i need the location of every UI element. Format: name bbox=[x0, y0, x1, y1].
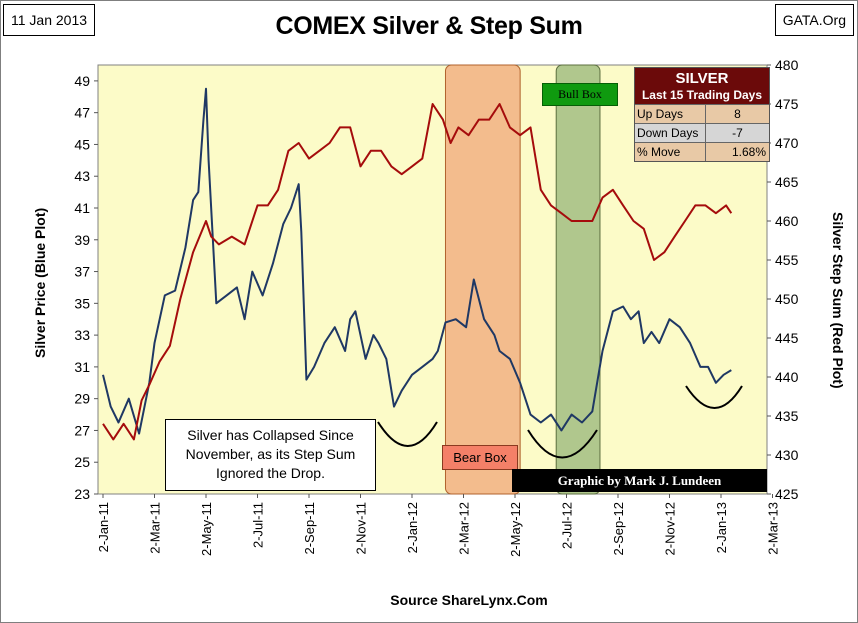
step-sum-line bbox=[102, 103, 733, 441]
x-tick-label: 2-Sep-12 bbox=[611, 502, 626, 555]
stats-row-value: 8 bbox=[734, 107, 741, 121]
shaded-region bbox=[444, 64, 521, 495]
stats-row-value: 1.68% bbox=[731, 145, 766, 159]
x-tick-label: 2-Mar-12 bbox=[457, 502, 472, 555]
y-left-tick-label: 25 bbox=[74, 454, 90, 470]
silver-price-line bbox=[102, 87, 732, 435]
y-left-tick-label: 47 bbox=[74, 105, 90, 121]
y-left-tick-label: 49 bbox=[74, 73, 90, 89]
y-left-tick-label: 39 bbox=[74, 232, 90, 248]
y-right-tick-label: 480 bbox=[775, 57, 799, 73]
y-right-tick-label: 440 bbox=[775, 369, 799, 385]
y-right-tick-label: 450 bbox=[775, 291, 799, 307]
x-tick-label: 2-May-12 bbox=[508, 502, 523, 557]
stats-title: SILVER bbox=[635, 68, 769, 87]
stats-row-down: Down Days -7 bbox=[635, 123, 769, 142]
x-tick-label: 2-Mar-11 bbox=[148, 502, 163, 554]
stats-row-label: Up Days bbox=[635, 105, 706, 123]
y-right-tick-label: 445 bbox=[775, 330, 799, 346]
y-right-tick-label: 455 bbox=[775, 252, 799, 268]
trough-arc-3 bbox=[685, 385, 743, 409]
stats-table: SILVER Last 15 Trading Days Up Days 8 Do… bbox=[634, 67, 770, 162]
y-right-tick-label: 430 bbox=[775, 447, 799, 463]
x-tick-label: 2-Nov-11 bbox=[354, 502, 369, 555]
y-right-tick-label: 465 bbox=[775, 174, 799, 190]
x-tick-label: 2-Jan-11 bbox=[96, 502, 111, 552]
x-tick-label: 2-Mar-13 bbox=[766, 502, 781, 555]
shaded-region bbox=[555, 64, 601, 495]
y-left-tick-label: 23 bbox=[74, 486, 90, 502]
x-tick-label: 2-Jul-12 bbox=[560, 502, 575, 549]
y-left-tick-label: 43 bbox=[74, 168, 90, 184]
stats-row-move: % Move 1.68% bbox=[635, 142, 769, 161]
trough-arc-1 bbox=[377, 421, 438, 447]
stats-subtitle: Last 15 Trading Days bbox=[635, 87, 769, 104]
bull-box-label: Bull Box bbox=[542, 83, 618, 106]
x-tick-label: 2-Nov-12 bbox=[663, 502, 678, 555]
bear-box-label: Bear Box bbox=[442, 445, 518, 470]
site-label: GATA.Org bbox=[774, 4, 854, 36]
trough-arc-2 bbox=[527, 429, 598, 459]
y-left-tick-label: 31 bbox=[74, 359, 90, 375]
y-left-tick-label: 37 bbox=[74, 264, 90, 280]
y-left-tick-label: 45 bbox=[74, 136, 90, 152]
y-left-tick-label: 35 bbox=[74, 295, 90, 311]
y-axis-right-label: Silver Step Sum (Red Plot) bbox=[830, 212, 846, 389]
x-tick-label: 2-Sep-11 bbox=[302, 502, 317, 555]
x-tick-label: 2-Jan-12 bbox=[405, 502, 420, 553]
stats-row-value: -7 bbox=[732, 126, 743, 140]
stats-row-up: Up Days 8 bbox=[635, 104, 769, 123]
y-right-tick-label: 470 bbox=[775, 135, 799, 151]
y-right-tick-label: 425 bbox=[775, 486, 799, 502]
source-label: Source ShareLynx.Com bbox=[390, 592, 548, 608]
stats-row-label: Down Days bbox=[635, 124, 706, 142]
chart-title: COMEX Silver & Step Sum bbox=[275, 12, 583, 40]
x-tick-label: 2-Jul-11 bbox=[251, 502, 266, 548]
y-right-tick-label: 435 bbox=[775, 408, 799, 424]
y-left-tick-label: 33 bbox=[74, 327, 90, 343]
x-tick-label: 2-Jan-13 bbox=[714, 502, 729, 553]
x-tick-label: 2-May-11 bbox=[199, 502, 214, 556]
stats-row-label: % Move bbox=[635, 143, 706, 161]
y-left-tick-label: 29 bbox=[74, 391, 90, 407]
annotation-note: Silver has Collapsed Since November, as … bbox=[165, 419, 376, 491]
credit-label: Graphic by Mark J. Lundeen bbox=[512, 469, 767, 492]
y-right-tick-label: 460 bbox=[775, 213, 799, 229]
y-left-tick-label: 41 bbox=[74, 200, 90, 216]
y-right-tick-label: 475 bbox=[775, 96, 799, 112]
y-axis-left-label: Silver Price (Blue Plot) bbox=[32, 207, 48, 358]
y-left-tick-label: 27 bbox=[74, 422, 90, 438]
date-label: 11 Jan 2013 bbox=[3, 4, 96, 36]
